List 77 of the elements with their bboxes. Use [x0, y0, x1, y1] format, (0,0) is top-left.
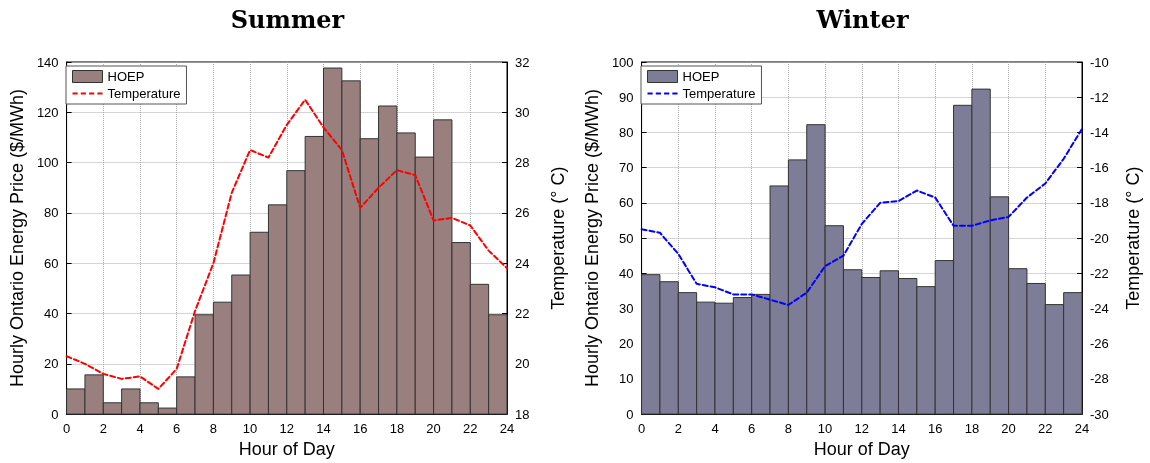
x-axis-title: Hour of Day: [813, 439, 910, 459]
y2-tick-label: 26: [515, 205, 530, 221]
chart-title: Summer: [230, 4, 345, 34]
x-tick-label: 0: [62, 421, 71, 437]
x-tick-label: 4: [136, 421, 144, 437]
y2-tick-label: 18: [515, 406, 530, 422]
x-tick-label: 2: [674, 421, 682, 437]
x-tick-label: 14: [891, 421, 906, 437]
x-tick-label: 10: [242, 421, 258, 437]
x-tick-label: 6: [748, 421, 756, 437]
x-tick-label: 14: [316, 421, 331, 437]
y-tick-label: 100: [36, 155, 59, 171]
legend-label: Temperature: [107, 86, 181, 101]
y2-axis-title: Temperature (° C): [1123, 166, 1143, 310]
legend-label: HOEP: [682, 69, 720, 84]
y2-tick-label: -14: [1090, 124, 1109, 140]
y-tick-label: 80: [619, 124, 634, 140]
y2-tick-label: -10: [1090, 54, 1109, 70]
y-tick-label: 100: [611, 54, 634, 70]
y2-tick-label: -30: [1090, 406, 1109, 422]
x-tick-label: 24: [1074, 421, 1090, 437]
y-tick-label: 20: [44, 356, 59, 372]
y-tick-label: 70: [619, 160, 634, 176]
y-tick-label: 50: [619, 230, 634, 246]
y2-tick-label: 32: [515, 54, 530, 70]
y2-tick-label: -16: [1090, 160, 1109, 176]
x-tick-label: 18: [389, 421, 405, 437]
y-tick-label: 0: [51, 406, 59, 422]
x-tick-label: 16: [352, 421, 368, 437]
y-tick-label: 40: [44, 306, 59, 321]
x-tick-label: 20: [426, 421, 441, 437]
y-tick-label: 60: [44, 255, 59, 271]
x-tick-label: 2: [99, 421, 107, 437]
x-tick-label: 20: [1001, 421, 1016, 437]
y2-tick-label: -18: [1090, 195, 1109, 211]
y2-tick-label: 24: [515, 255, 530, 271]
y2-tick-label: -26: [1090, 336, 1109, 352]
y-tick-label: 90: [619, 89, 634, 105]
legend-label: Temperature: [682, 86, 756, 101]
legend-label: HOEP: [107, 69, 145, 84]
y2-tick-label: -28: [1090, 371, 1109, 387]
y-tick-label: 120: [36, 104, 59, 120]
y2-axis-title: Temperature (° C): [548, 166, 568, 310]
y-tick-label: 60: [619, 195, 634, 211]
y-tick-label: 0: [626, 406, 634, 422]
y2-tick-label: -20: [1090, 230, 1109, 246]
y-tick-label: 20: [619, 336, 634, 352]
y2-tick-label: -12: [1090, 89, 1109, 105]
y2-tick-label: -22: [1090, 265, 1109, 281]
x-tick-label: 12: [279, 421, 295, 437]
y-tick-label: 30: [619, 300, 634, 316]
x-tick-label: 24: [499, 421, 515, 437]
line-series: [640, 127, 1083, 306]
x-tick-label: 16: [927, 421, 943, 437]
y2-tick-label: 28: [515, 155, 530, 171]
y-tick-label: 140: [36, 54, 59, 70]
y2-tick-label: 20: [515, 356, 530, 372]
y-tick-label: 40: [619, 265, 634, 281]
y2-tick-label: 30: [515, 104, 530, 120]
x-tick-label: 10: [817, 421, 833, 437]
x-tick-label: 12: [854, 421, 870, 437]
x-tick-label: 4: [711, 421, 719, 437]
y-tick-label: 10: [619, 371, 634, 387]
x-axis-title: Hour of Day: [238, 439, 335, 459]
x-tick-label: 8: [784, 421, 793, 437]
y2-tick-label: 22: [515, 306, 530, 321]
x-tick-label: 0: [637, 421, 646, 437]
x-tick-label: 8: [209, 421, 218, 437]
chart-title: Winter: [815, 4, 909, 34]
x-tick-label: 6: [173, 421, 181, 437]
y-axis-title: Hourly Ontario Energy Price ($/MWh): [7, 89, 27, 388]
y2-tick-label: -24: [1090, 300, 1109, 316]
y-axis-title: Hourly Ontario Energy Price ($/MWh): [582, 89, 602, 388]
x-tick-label: 22: [1038, 421, 1053, 437]
y-tick-label: 80: [44, 205, 59, 221]
x-tick-label: 22: [463, 421, 478, 437]
x-tick-label: 18: [964, 421, 980, 437]
